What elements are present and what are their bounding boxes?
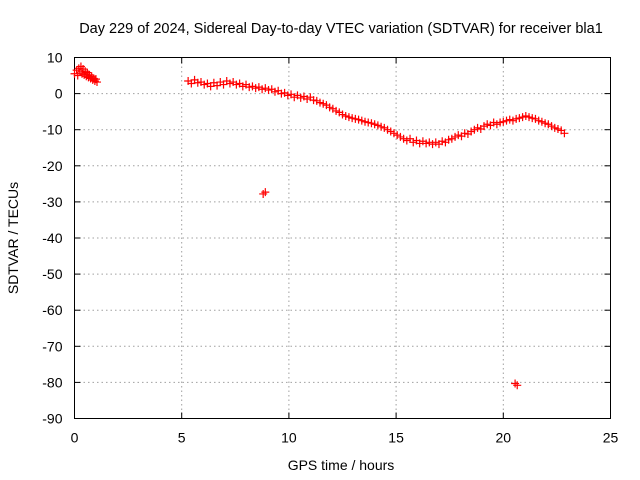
y-tick-label: -20 xyxy=(42,158,62,174)
axis-ticks: 0 5 10 15 20 25 10 0 -10 -20 -30 -40 -50 -60 -70 -80 -90 xyxy=(42,50,618,446)
x-tick-label: 20 xyxy=(496,430,512,446)
data-point xyxy=(513,381,522,390)
data-point xyxy=(93,78,102,87)
y-tick-label: -10 xyxy=(42,122,62,138)
x-tick-label: 5 xyxy=(178,430,186,446)
y-axis-label: SDTVAR / TECUs xyxy=(5,182,21,294)
data-point xyxy=(511,379,520,388)
y-tick-label: -60 xyxy=(42,302,62,318)
data-point xyxy=(259,189,268,198)
data-point xyxy=(560,129,569,138)
y-tick-label: -70 xyxy=(42,338,62,354)
x-tick-label: 0 xyxy=(71,430,79,446)
y-tick-label: -50 xyxy=(42,266,62,282)
data-point xyxy=(261,188,270,197)
chart-title: Day 229 of 2024, Sidereal Day-to-day VTE… xyxy=(79,21,603,37)
y-tick-label: -80 xyxy=(42,374,62,390)
y-tick-label: -90 xyxy=(42,411,62,427)
data-points xyxy=(70,62,569,390)
x-tick-label: 25 xyxy=(603,430,619,446)
grid xyxy=(74,57,611,419)
y-tick-label: -30 xyxy=(42,194,62,210)
y-tick-label: -40 xyxy=(42,230,62,246)
x-tick-label: 10 xyxy=(281,430,297,446)
x-axis-label: GPS time / hours xyxy=(288,457,395,473)
x-tick-label: 15 xyxy=(388,430,404,446)
y-tick-label: 0 xyxy=(55,86,63,102)
y-tick-label: 10 xyxy=(47,50,63,66)
